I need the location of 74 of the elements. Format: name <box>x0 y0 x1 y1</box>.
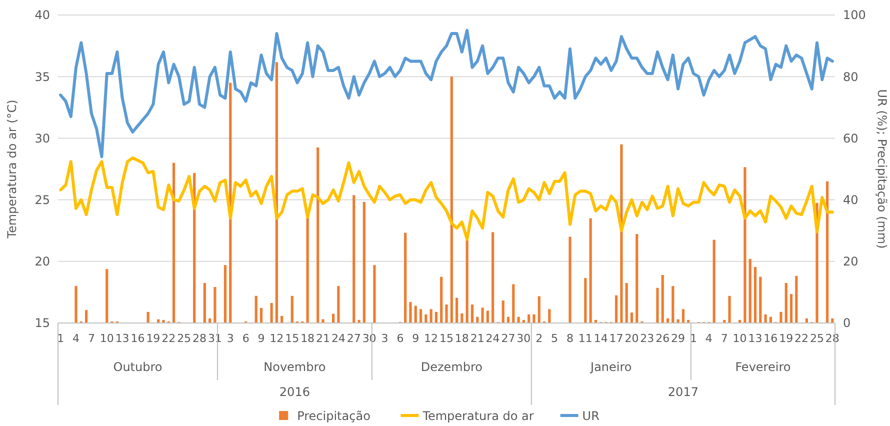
y-tick-label: 35 <box>34 70 50 84</box>
x-tick-label: 25 <box>810 332 824 345</box>
y2-axis-title: UR (%); Precipitação (mm) <box>875 89 889 249</box>
y2-tick-label: 60 <box>843 131 858 146</box>
x-tick-label: 7 <box>88 332 95 345</box>
x-tick-label: 4 <box>72 332 80 345</box>
x-tick-label: 21 <box>470 332 484 345</box>
x-tick-label: 31 <box>208 332 222 345</box>
x-tick-label: 10 <box>732 332 747 345</box>
x-tick-label: 22 <box>162 332 176 345</box>
x-tick-label: 3 <box>226 332 234 345</box>
x-tick-label: 24 <box>486 332 500 345</box>
text: Fevereiro <box>735 360 791 374</box>
x-tick-label: 6 <box>242 332 250 345</box>
x-tick-label: 17 <box>609 332 624 345</box>
x-tick-label: 12 <box>424 332 438 345</box>
x-tick-label: 21 <box>316 332 330 345</box>
y-tick-label: 40 <box>34 8 50 22</box>
x-tick-label: 27 <box>346 332 361 345</box>
x-tick-label: 4 <box>705 332 712 345</box>
x-tick-label: 13 <box>748 332 762 345</box>
x-tick-label: 3 <box>381 332 388 345</box>
x-tick-label: 6 <box>396 332 404 345</box>
x-tick-label: 8 <box>566 332 574 345</box>
y-tick-label: 15 <box>34 316 50 330</box>
x-tick-label: 24 <box>331 332 346 345</box>
x-tick-label: 25 <box>177 332 192 345</box>
text: 2017 <box>668 385 698 399</box>
x-tick-label: 18 <box>300 332 315 345</box>
x-tick-label: 10 <box>100 332 114 345</box>
x-tick-label: 2 <box>536 332 543 345</box>
x-tick-label: 9 <box>412 332 420 345</box>
text: 2016 <box>279 385 310 399</box>
x-tick-label: 9 <box>258 332 265 345</box>
x-tick-label: 29 <box>671 332 686 345</box>
y-tick-label: 20 <box>34 254 50 269</box>
x-tick-label: 15 <box>285 332 300 345</box>
x-tick-label: 16 <box>130 332 145 345</box>
x-tick-label: 1 <box>57 332 64 345</box>
x-tick-label: 23 <box>640 332 654 345</box>
x-tick-label: 30 <box>362 332 376 345</box>
y-axis-title: Temperatura do ar (°C) <box>5 100 19 240</box>
text: Janeiro <box>590 360 632 374</box>
x-tick-label: 28 <box>192 332 207 345</box>
y2-tick-label: 80 <box>843 70 858 84</box>
x-tick-label: 7 <box>720 332 728 345</box>
legend-label: UR <box>582 409 600 423</box>
x-tick-label: 27 <box>501 332 516 345</box>
x-tick-label: 12 <box>270 332 284 345</box>
x-tick-label: 5 <box>551 332 558 345</box>
legend-label: Temperatura do ar <box>422 409 534 423</box>
text: Novembro <box>264 360 326 374</box>
x-tick-label: 1 <box>690 332 697 345</box>
text: Dezembro <box>420 360 482 374</box>
y2-tick-label: 100 <box>843 8 866 22</box>
text: Outubro <box>113 360 162 374</box>
x-tick-label: 22 <box>794 332 809 345</box>
x-tick-label: 30 <box>516 332 531 345</box>
legend-label: Precipitação <box>297 409 370 423</box>
y2-tick-label: 20 <box>843 254 858 269</box>
x-tick-label: 11 <box>578 332 592 345</box>
x-tick-label: 16 <box>764 332 778 345</box>
y-tick-label: 30 <box>34 131 50 146</box>
x-tick-label: 20 <box>624 332 639 345</box>
y-tick-label: 25 <box>34 193 50 207</box>
x-tick-label: 15 <box>440 332 454 345</box>
y2-tick-label: 0 <box>843 316 851 330</box>
x-tick-label: 19 <box>779 332 794 345</box>
x-tick-label: 13 <box>115 332 130 345</box>
x-tick-label: 26 <box>656 332 670 345</box>
x-tick-label: 14 <box>594 332 608 345</box>
x-tick-label: 18 <box>454 332 469 345</box>
x-tick-label: 19 <box>146 332 160 345</box>
y2-tick-label: 40 <box>843 193 858 207</box>
